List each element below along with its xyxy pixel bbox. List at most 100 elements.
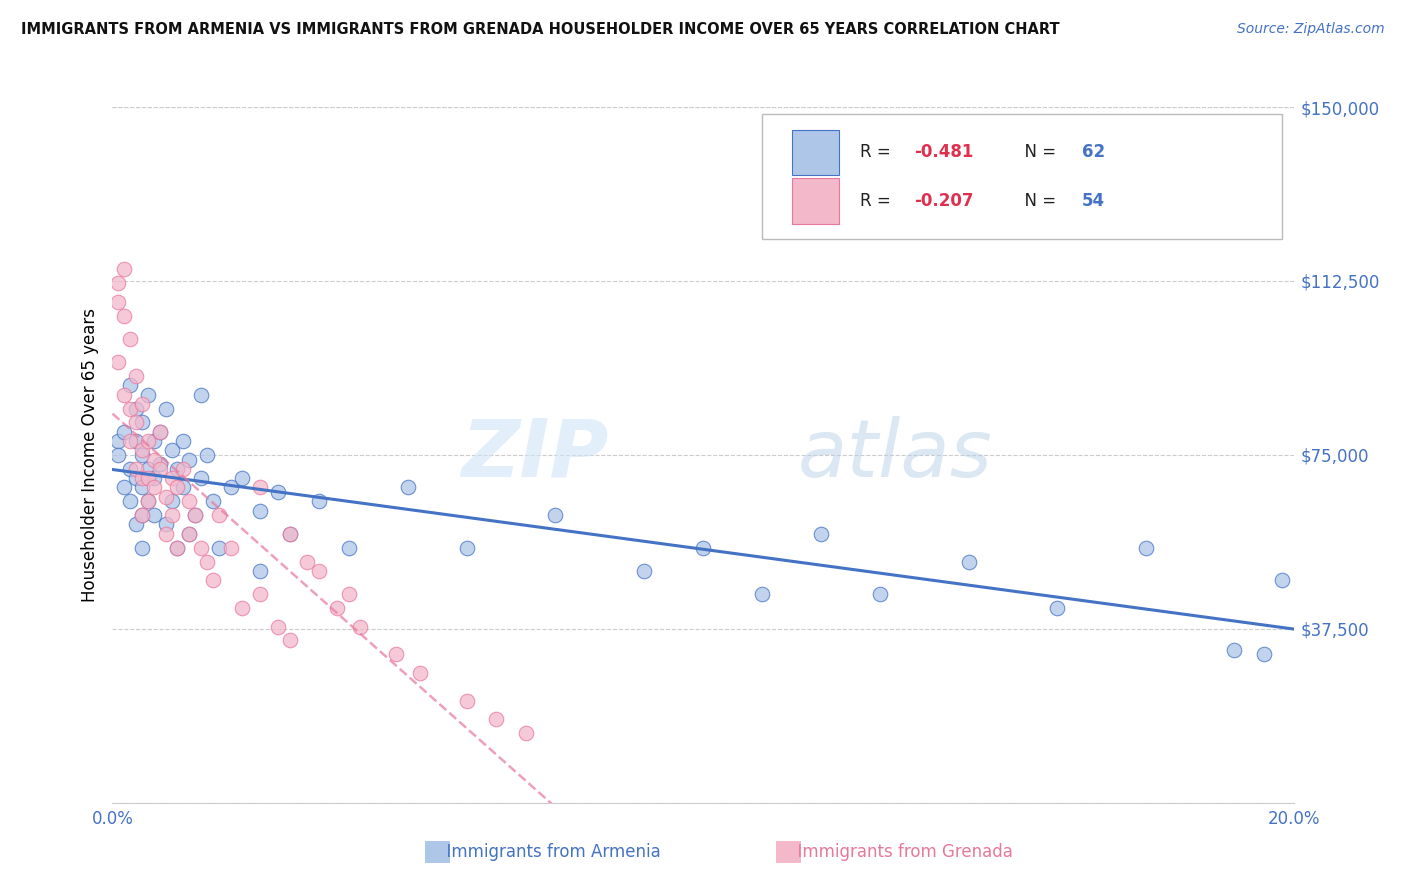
FancyBboxPatch shape [762,114,1282,239]
Point [136,471,159,485]
Point [136,494,159,508]
Point [107,294,129,309]
Point [485,712,508,726]
Point [456,541,478,555]
Point [125,462,148,476]
Point [131,541,153,555]
Point [267,485,290,500]
FancyBboxPatch shape [419,836,456,868]
Point [231,471,253,485]
Point [142,471,165,485]
Point [349,619,371,633]
Point [249,480,271,494]
Point [1271,573,1294,587]
Point [120,462,142,476]
Point [326,601,349,615]
Text: 62: 62 [1083,144,1105,161]
Point [408,665,430,680]
Text: atlas: atlas [797,416,993,494]
FancyBboxPatch shape [792,178,839,224]
Point [166,541,188,555]
Point [142,434,165,448]
Text: Source: ZipAtlas.com: Source: ZipAtlas.com [1237,22,1385,37]
Point [179,526,201,541]
Text: N =: N = [1014,192,1062,210]
Point [131,508,153,523]
Point [208,541,231,555]
Point [249,503,271,517]
Point [125,416,148,430]
Point [278,526,301,541]
Point [125,401,148,416]
Text: N =: N = [1014,144,1062,161]
Point [120,332,142,346]
Point [149,425,172,439]
Text: 54: 54 [1083,192,1105,210]
Point [120,494,142,508]
Point [1046,601,1069,615]
Point [136,434,159,448]
Point [155,490,177,504]
Point [195,448,218,462]
Point [179,494,201,508]
Point [544,508,567,523]
Point [195,555,218,569]
Text: R =: R = [860,144,896,161]
FancyBboxPatch shape [792,129,839,175]
Point [231,601,253,615]
Point [131,508,153,523]
Point [160,443,183,458]
Point [810,526,832,541]
Point [172,462,194,476]
Point [249,587,271,601]
Point [155,526,177,541]
Point [208,508,231,523]
Point [166,480,188,494]
Point [308,494,330,508]
Point [297,555,319,569]
Text: -0.481: -0.481 [914,144,974,161]
Point [633,564,655,578]
Point [120,401,142,416]
Point [957,555,980,569]
Point [125,369,148,384]
Point [166,462,188,476]
Point [869,587,891,601]
Point [1223,642,1246,657]
Point [142,480,165,494]
Point [184,508,207,523]
Point [136,494,159,508]
Point [131,448,153,462]
Point [136,387,159,401]
FancyBboxPatch shape [769,836,807,868]
Point [166,541,188,555]
Point [172,434,194,448]
Point [107,277,129,291]
Point [142,508,165,523]
Text: Immigrants from Grenada: Immigrants from Grenada [787,843,1014,861]
Point [112,262,135,277]
Point [385,648,408,662]
Point [337,541,360,555]
Point [190,471,212,485]
Point [107,448,129,462]
Point [1135,541,1157,555]
Point [131,443,153,458]
Point [142,452,165,467]
Point [337,587,360,601]
Point [515,726,537,740]
Point [179,452,201,467]
Point [201,494,224,508]
Point [219,541,242,555]
Point [396,480,419,494]
Point [149,462,172,476]
Text: Immigrants from Armenia: Immigrants from Armenia [436,843,661,861]
Point [149,457,172,471]
Point [120,434,142,448]
Text: -0.207: -0.207 [914,192,974,210]
Point [155,401,177,416]
Point [249,564,271,578]
Point [190,387,212,401]
Point [120,378,142,392]
Point [131,397,153,411]
